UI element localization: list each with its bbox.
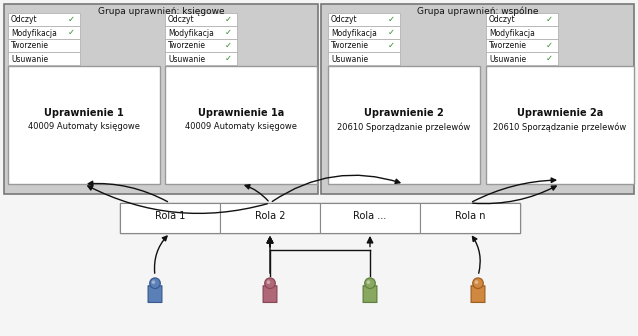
Text: Odczyt: Odczyt (11, 15, 38, 25)
FancyArrowPatch shape (154, 236, 167, 273)
Text: Rola n: Rola n (455, 211, 486, 221)
FancyArrowPatch shape (272, 175, 400, 202)
Bar (328, 26, 400, 39)
Bar (120, 203, 220, 233)
Text: Modyfikacja: Modyfikacja (168, 29, 214, 38)
Bar (486, 66, 634, 184)
Bar (8, 39, 80, 52)
Text: ✓: ✓ (546, 41, 553, 50)
Bar (328, 39, 400, 52)
Text: 20610 Sporządzanie przelewów: 20610 Sporządzanie przelewów (338, 122, 471, 131)
Text: Rola 1: Rola 1 (155, 211, 185, 221)
Bar (328, 52, 400, 65)
Bar (165, 39, 237, 52)
Bar (420, 203, 520, 233)
Text: Usuwanie: Usuwanie (489, 54, 526, 64)
Text: ✓: ✓ (225, 41, 232, 50)
FancyArrowPatch shape (245, 185, 268, 201)
Text: ✓: ✓ (225, 28, 232, 37)
Text: Uprawnienie 1: Uprawnienie 1 (44, 108, 124, 118)
Bar (165, 26, 237, 39)
Circle shape (367, 280, 370, 284)
Text: ✓: ✓ (546, 54, 553, 63)
FancyBboxPatch shape (471, 286, 485, 302)
Text: Usuwanie: Usuwanie (168, 54, 205, 64)
FancyBboxPatch shape (363, 286, 377, 302)
Bar (8, 13, 80, 26)
Circle shape (150, 278, 160, 289)
Text: ✓: ✓ (68, 28, 75, 37)
Text: Usuwanie: Usuwanie (11, 54, 48, 64)
Text: 40009 Automaty księgowe: 40009 Automaty księgowe (185, 122, 297, 131)
Bar (486, 26, 558, 39)
Bar (4, 4, 318, 194)
Text: ✓: ✓ (225, 54, 232, 63)
Text: Modyfikacja: Modyfikacja (331, 29, 377, 38)
Bar (120, 203, 520, 233)
Bar (165, 52, 237, 65)
Text: ✓: ✓ (546, 15, 553, 24)
Bar (486, 13, 558, 26)
Text: Modyfikacja: Modyfikacja (11, 29, 57, 38)
Circle shape (152, 280, 155, 284)
Text: Uprawnienie 2a: Uprawnienie 2a (517, 108, 603, 118)
Text: Rola 2: Rola 2 (255, 211, 285, 221)
Text: Odczyt: Odczyt (489, 15, 516, 25)
Text: Grupa uprawnień: wspólne: Grupa uprawnień: wspólne (417, 7, 538, 16)
Text: Uprawnienie 1a: Uprawnienie 1a (198, 108, 284, 118)
Bar (486, 52, 558, 65)
Bar (8, 66, 160, 184)
Text: ✓: ✓ (388, 15, 395, 24)
Circle shape (365, 278, 375, 289)
Text: Odczyt: Odczyt (331, 15, 358, 25)
FancyArrowPatch shape (473, 237, 480, 273)
Bar (165, 13, 237, 26)
Text: ✓: ✓ (68, 15, 75, 24)
FancyBboxPatch shape (263, 286, 277, 302)
Bar (328, 13, 400, 26)
Text: Rola ...: Rola ... (353, 211, 387, 221)
Text: Grupa uprawnień: księgowe: Grupa uprawnień: księgowe (98, 7, 225, 16)
FancyArrowPatch shape (473, 178, 556, 202)
Text: 40009 Automaty księgowe: 40009 Automaty księgowe (28, 122, 140, 131)
Text: Odczyt: Odczyt (168, 15, 195, 25)
Text: Usuwanie: Usuwanie (331, 54, 368, 64)
Bar (320, 203, 420, 233)
Text: 20610 Sporządzanie przelewów: 20610 Sporządzanie przelewów (493, 122, 627, 131)
Text: Tworzenie: Tworzenie (11, 42, 49, 50)
Text: ✓: ✓ (225, 15, 232, 24)
Text: Modyfikacja: Modyfikacja (489, 29, 535, 38)
Bar (8, 52, 80, 65)
FancyArrowPatch shape (473, 186, 556, 204)
Circle shape (265, 278, 275, 289)
Bar (321, 4, 634, 194)
Text: ✓: ✓ (388, 28, 395, 37)
FancyBboxPatch shape (148, 286, 162, 302)
Bar (328, 66, 480, 184)
FancyArrowPatch shape (88, 181, 168, 202)
FancyArrowPatch shape (88, 186, 267, 213)
Text: Tworzenie: Tworzenie (489, 42, 527, 50)
Text: ✓: ✓ (388, 41, 395, 50)
Bar (220, 203, 320, 233)
Circle shape (473, 278, 483, 289)
Text: Uprawnienie 2: Uprawnienie 2 (364, 108, 444, 118)
Text: Tworzenie: Tworzenie (331, 42, 369, 50)
Bar (165, 66, 317, 184)
Bar (8, 26, 80, 39)
Bar (486, 39, 558, 52)
Text: Tworzenie: Tworzenie (168, 42, 206, 50)
Circle shape (267, 280, 271, 284)
Circle shape (475, 280, 478, 284)
